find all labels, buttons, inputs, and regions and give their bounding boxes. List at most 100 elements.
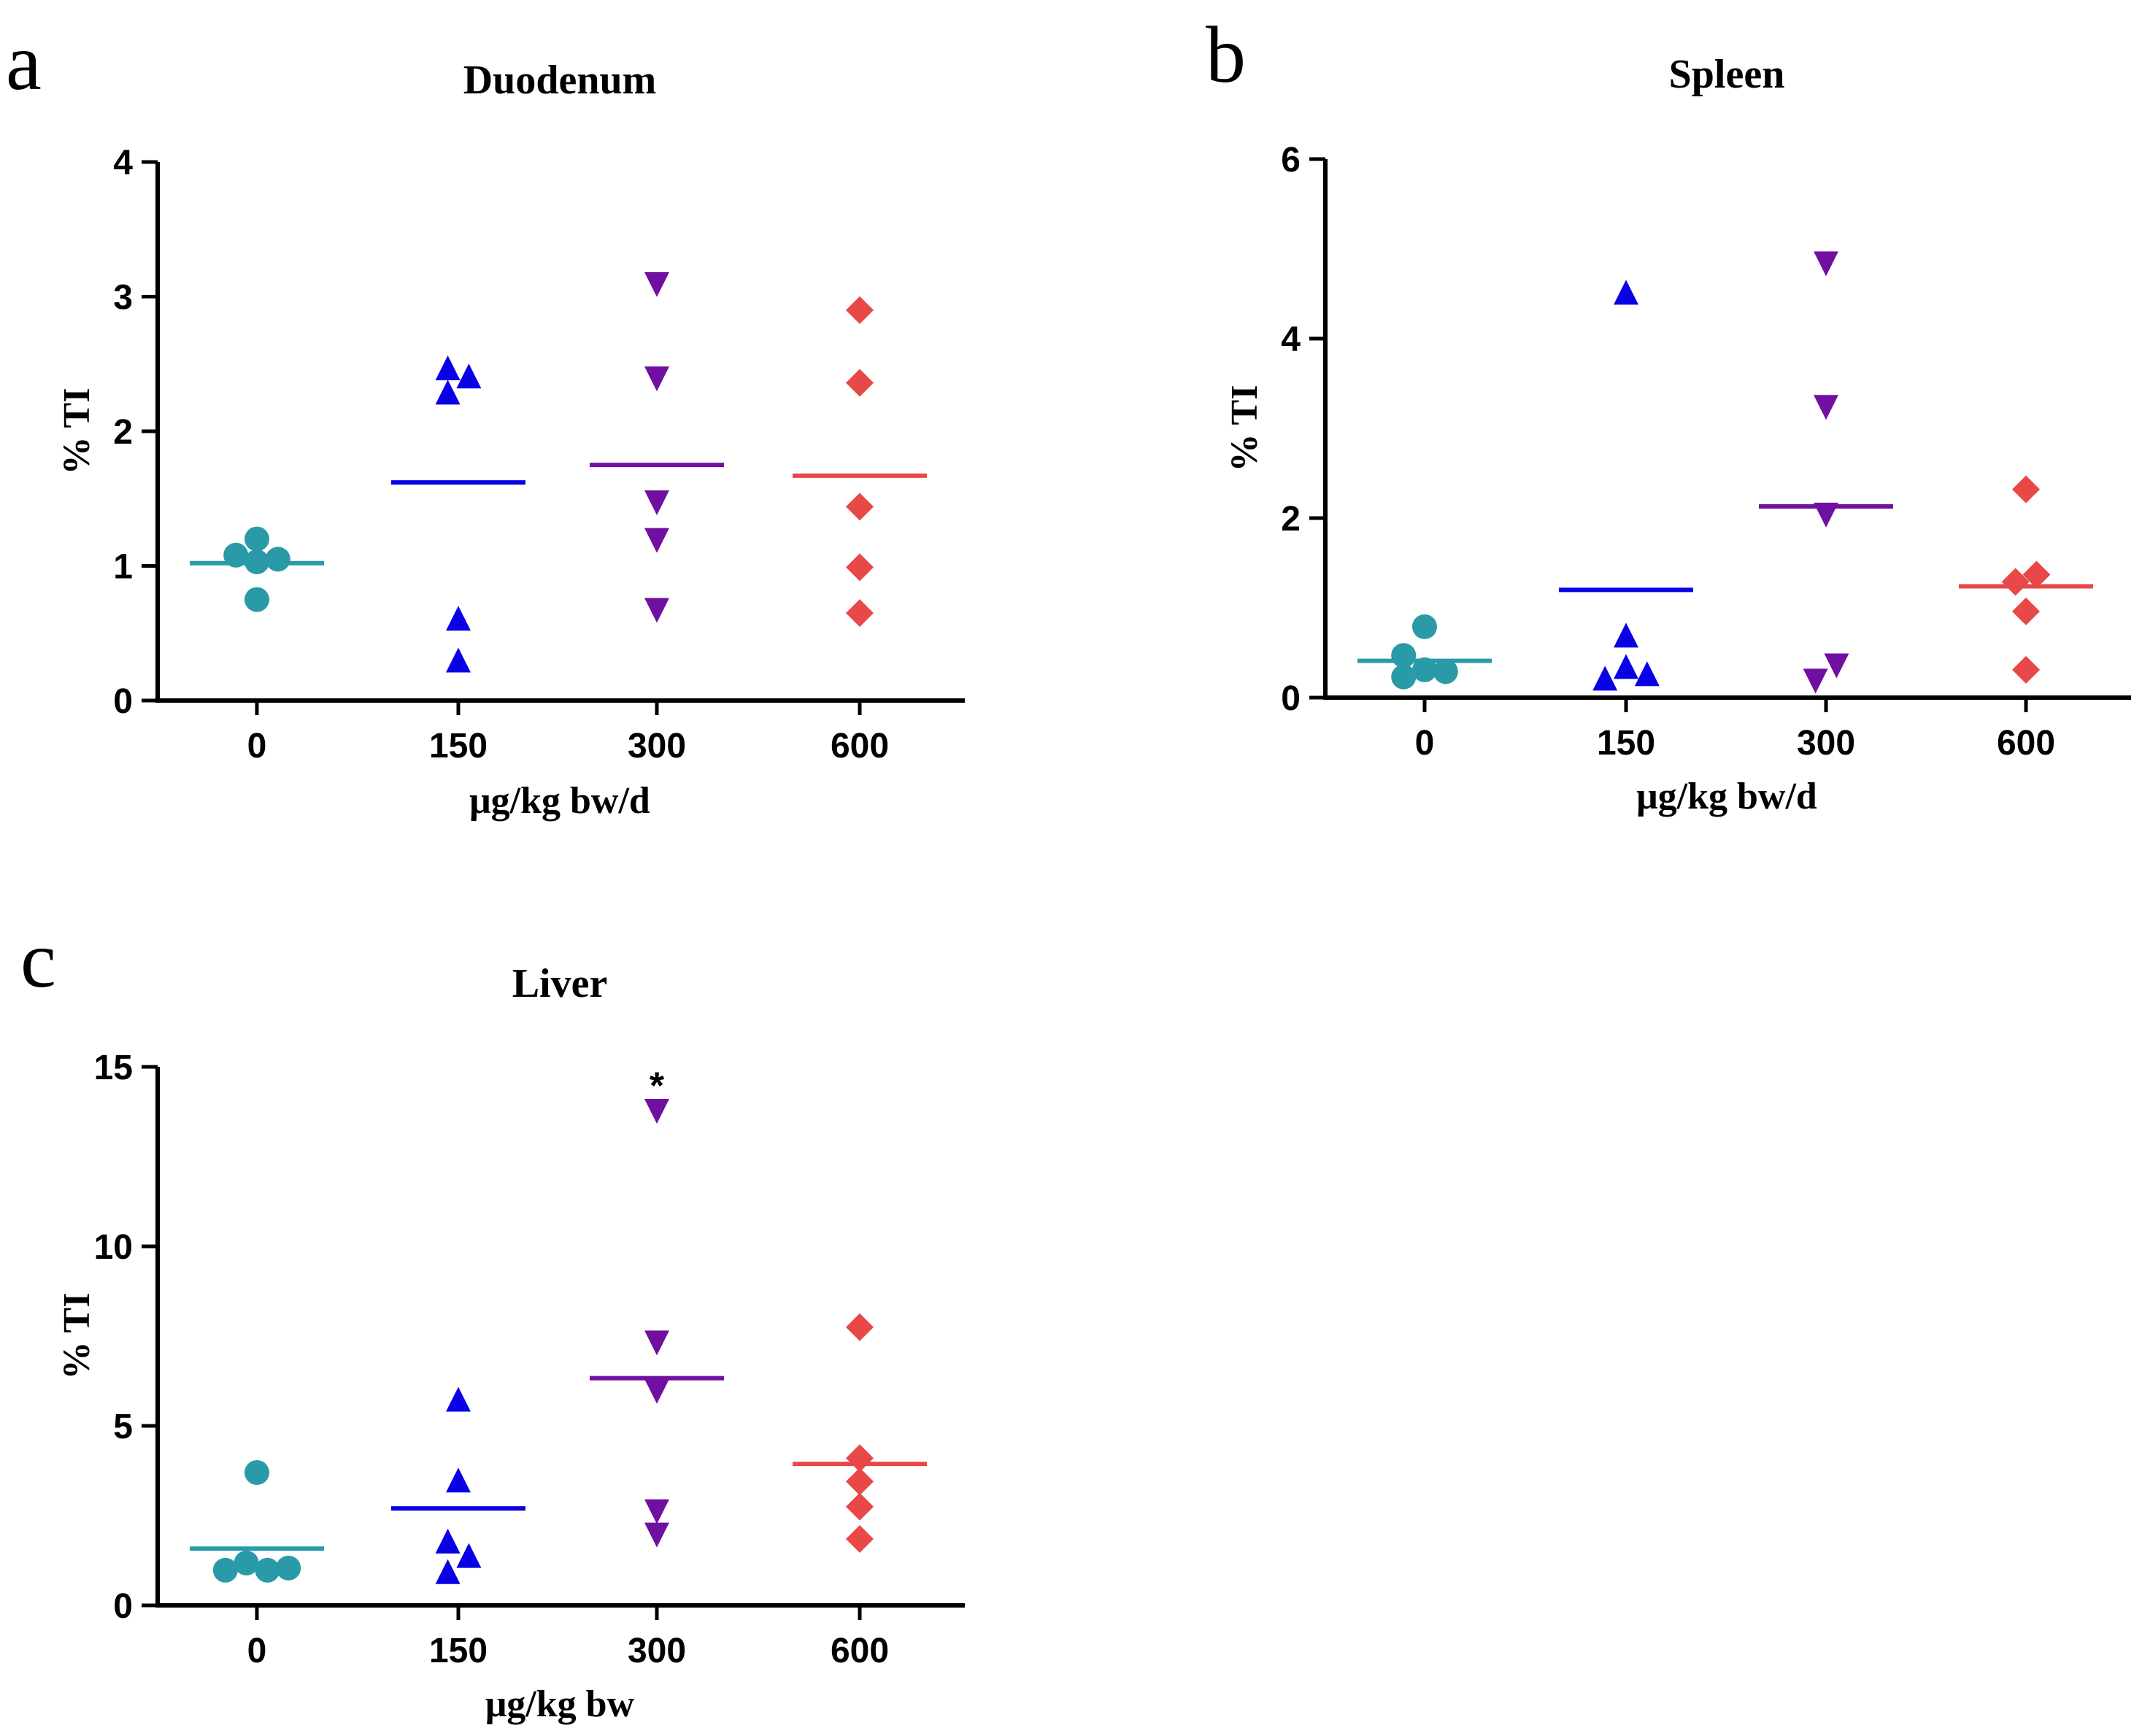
data-point-0 xyxy=(244,549,269,574)
data-point-300 xyxy=(1824,653,1849,679)
data-points xyxy=(223,272,874,673)
x-tick-label: 0 xyxy=(247,1632,267,1670)
data-point-600 xyxy=(2001,568,2030,596)
x-ticks: 0 150 300 600 xyxy=(247,701,889,765)
data-points xyxy=(1391,251,2051,694)
y-tick-label: 3 xyxy=(113,279,133,317)
data-point-150 xyxy=(1614,622,1638,648)
data-points xyxy=(212,1099,874,1584)
data-point-150 xyxy=(435,1528,461,1554)
x-tick-label: 150 xyxy=(1597,724,1655,763)
y-tick-label: 6 xyxy=(1281,141,1301,180)
data-point-0 xyxy=(212,1557,238,1583)
data-point-300 xyxy=(644,598,669,623)
y-ticks: 0 1 2 3 4 xyxy=(113,144,158,721)
data-point-150 xyxy=(435,1559,461,1584)
data-point-300 xyxy=(1814,395,1838,420)
data-point-300 xyxy=(1814,502,1838,528)
data-point-0 xyxy=(1391,643,1417,668)
data-point-150 xyxy=(1592,666,1618,691)
data-point-0 xyxy=(265,547,290,572)
y-tick-label: 5 xyxy=(113,1408,133,1446)
panel-liver: c Liver 0 5 10 15 0 150 300 600 * μg/kg bw % T… xyxy=(20,915,965,1725)
data-point-600 xyxy=(2012,475,2040,504)
x-axis-label: μg/kg bw xyxy=(485,1683,635,1725)
data-point-150 xyxy=(446,1386,471,1412)
y-tick-label: 0 xyxy=(113,682,133,721)
panel-letter: c xyxy=(20,915,56,1004)
data-point-600 xyxy=(846,1524,874,1553)
x-tick-label: 300 xyxy=(628,727,686,765)
data-point-600 xyxy=(2012,655,2040,684)
y-tick-label: 1 xyxy=(113,548,133,587)
data-point-0 xyxy=(1412,657,1437,682)
data-point-0 xyxy=(244,1459,269,1485)
y-tick-label: 15 xyxy=(94,1049,133,1087)
x-axis-label: μg/kg bw/d xyxy=(1636,776,1817,817)
data-point-600 xyxy=(846,1313,874,1341)
data-point-150 xyxy=(1614,279,1638,305)
data-point-0 xyxy=(1391,664,1417,690)
data-point-150 xyxy=(446,647,471,673)
x-ticks: 0 150 300 600 xyxy=(247,1605,889,1670)
y-axis-label: % TI xyxy=(1224,385,1266,472)
data-point-0 xyxy=(1433,659,1458,684)
x-tick-label: 300 xyxy=(1797,724,1855,763)
x-tick-label: 300 xyxy=(628,1632,686,1670)
data-point-300 xyxy=(644,1378,669,1404)
y-tick-label: 4 xyxy=(113,144,133,182)
data-point-300 xyxy=(644,272,669,298)
y-ticks: 0 5 10 15 xyxy=(94,1049,158,1626)
panel-duodenum: a Duodenum 0 1 2 3 4 0 150 300 600 μg/kg bw/d %… xyxy=(6,18,965,822)
y-axis-label: % TI xyxy=(56,388,98,475)
x-tick-label: 600 xyxy=(831,1632,889,1670)
data-point-600 xyxy=(2012,597,2040,625)
data-point-300 xyxy=(644,1522,669,1548)
x-ticks: 0 150 300 600 xyxy=(1415,698,2055,763)
data-point-0 xyxy=(234,1550,259,1575)
data-point-150 xyxy=(1634,661,1660,687)
mean-lines xyxy=(1357,504,2093,663)
y-tick-label: 2 xyxy=(1281,500,1301,539)
y-tick-label: 2 xyxy=(113,413,133,452)
y-tick-label: 0 xyxy=(1281,679,1301,718)
chart-title: Duodenum xyxy=(463,58,657,103)
data-point-300 xyxy=(644,1330,669,1356)
data-point-300 xyxy=(644,528,669,553)
data-point-150 xyxy=(446,1467,471,1493)
x-tick-label: 150 xyxy=(429,727,488,765)
data-point-0 xyxy=(223,542,249,568)
x-tick-label: 600 xyxy=(831,727,889,765)
data-point-150 xyxy=(456,363,482,389)
mean-lines xyxy=(190,463,927,566)
data-point-600 xyxy=(846,553,874,582)
data-point-150 xyxy=(456,1543,482,1568)
data-point-300 xyxy=(644,366,669,392)
chart-title: Liver xyxy=(512,961,608,1006)
data-point-600 xyxy=(846,1467,874,1496)
data-point-0 xyxy=(244,526,269,552)
data-point-0 xyxy=(255,1557,280,1583)
annotations: * xyxy=(650,1065,665,1108)
data-point-150 xyxy=(435,379,461,405)
data-point-150 xyxy=(1614,654,1638,679)
y-tick-label: 4 xyxy=(1281,320,1301,359)
data-point-600 xyxy=(846,599,874,628)
data-point-600 xyxy=(846,493,874,521)
data-point-150 xyxy=(435,355,461,381)
data-point-300 xyxy=(644,1099,669,1124)
x-tick-label: 150 xyxy=(429,1632,488,1670)
data-point-600 xyxy=(846,1444,874,1473)
x-tick-label: 600 xyxy=(1997,724,2055,763)
data-point-600 xyxy=(846,296,874,324)
data-point-600 xyxy=(2022,560,2051,589)
y-axis-label: % TI xyxy=(56,1293,98,1380)
data-point-300 xyxy=(1803,668,1828,694)
panel-letter: a xyxy=(6,18,42,107)
data-point-0 xyxy=(1412,614,1437,639)
data-point-0 xyxy=(276,1555,301,1581)
significance-marker: * xyxy=(650,1065,665,1108)
data-point-600 xyxy=(846,369,874,397)
y-tick-label: 10 xyxy=(94,1228,133,1267)
